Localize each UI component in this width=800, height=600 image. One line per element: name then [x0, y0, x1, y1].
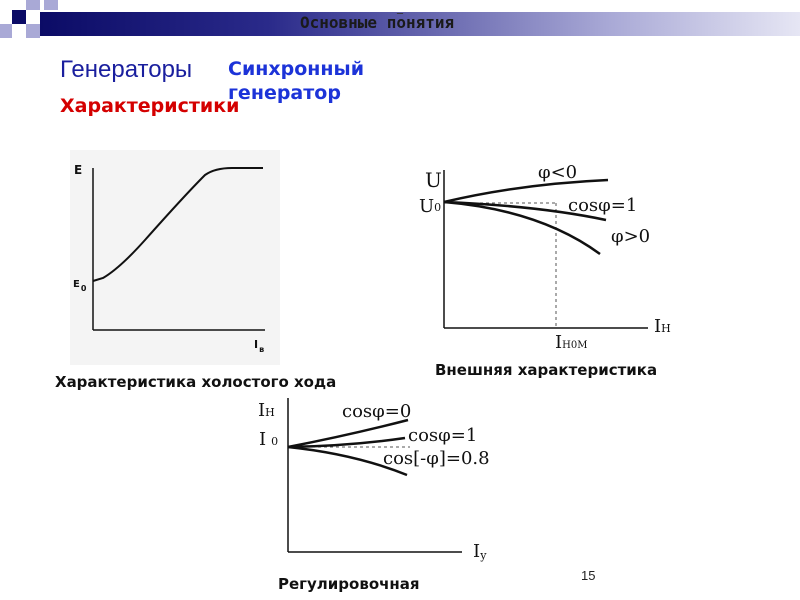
slide-title: Основные понятия — [300, 13, 455, 32]
plot3-curve-label-1: cosφ=0 — [342, 401, 411, 422]
header-top-mark: _ — [397, 0, 403, 14]
header-bar — [40, 12, 800, 36]
plot2-curve-label-3: φ>0 — [611, 226, 650, 247]
no-load-caption: Характеристика холостого хода — [55, 373, 337, 391]
regulating-caption: Регулировочная — [278, 575, 420, 593]
header-decor-square — [44, 0, 58, 10]
plot3-x-label: Iу — [473, 541, 487, 562]
characteristics-label: Характеристики — [60, 95, 240, 117]
plot2-curve-phi-positive — [443, 200, 601, 256]
slide-header: _ Основные понятия — [0, 0, 800, 50]
plot1-e0-label: E0 — [73, 279, 87, 293]
no-load-characteristic-plot: E E0 Iв — [70, 150, 280, 365]
synchronous-generator-label: Синхронный генератор — [228, 58, 365, 104]
plot3-curve-label-2: cosφ=1 — [408, 425, 477, 446]
external-characteristic-plot: U U0 φ<0 cosφ=1 φ>0 IН IН0М — [419, 162, 671, 353]
plot2-curve-label-2: cosφ=1 — [568, 195, 637, 216]
plot2-curve-phi-negative — [443, 178, 609, 204]
header-decor-square — [26, 0, 40, 10]
generators-label: Генераторы — [60, 56, 193, 83]
plot3-curve-cos-zero — [287, 418, 409, 449]
plot2-curve-label-1: φ<0 — [538, 162, 577, 183]
plot3-y-label: IН — [258, 400, 275, 421]
no-load-curve — [92, 167, 263, 282]
plot2-x-label: IН — [654, 316, 671, 337]
plot2-y-label: U — [425, 168, 442, 192]
header-decor-square — [0, 24, 12, 38]
header-decor-square — [26, 24, 40, 38]
plot1-background — [70, 150, 280, 365]
plot3-curve-cos-08 — [287, 445, 408, 477]
header-decor-square — [12, 10, 26, 24]
plot1-y-label: E — [74, 163, 82, 177]
plot2-u0-label: U0 — [419, 196, 441, 217]
plot3-curve-cos-one — [287, 436, 406, 449]
external-caption: Внешняя характеристика — [435, 361, 658, 379]
plot3-curve-label-3: cos[-φ]=0.8 — [383, 448, 490, 469]
plot1-x-label: Iв — [254, 338, 264, 354]
page-number: 15 — [581, 568, 596, 583]
plot2-inom-label: IН0М — [555, 332, 587, 353]
